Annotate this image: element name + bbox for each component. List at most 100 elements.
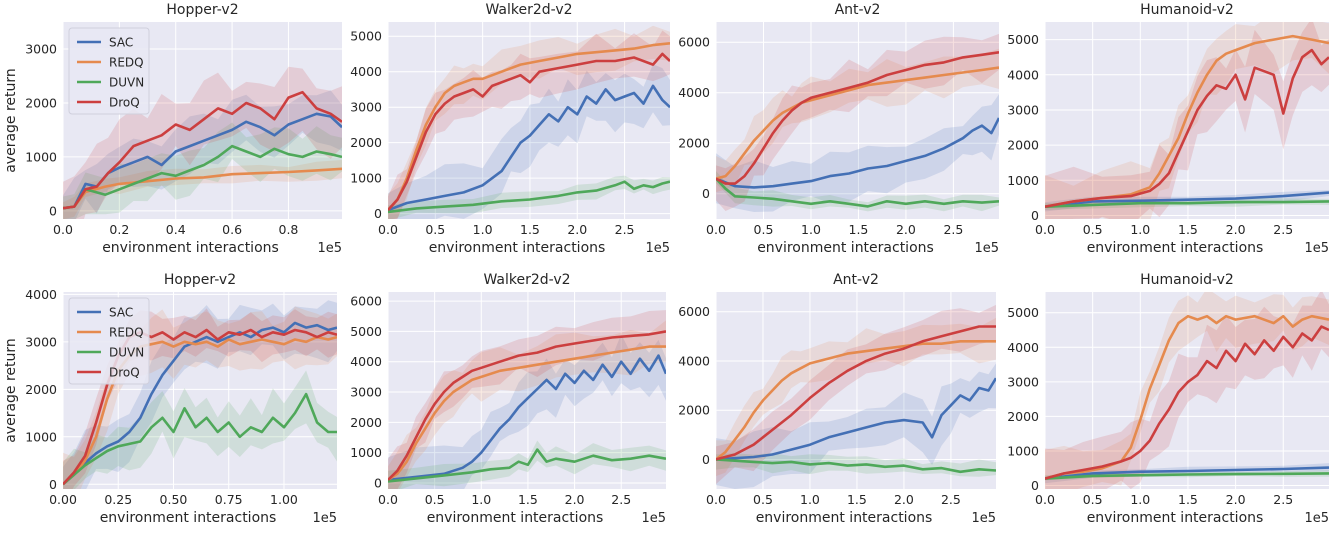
- x-tick-label: 1.5: [1178, 222, 1198, 237]
- chart-title: Hopper-v2: [164, 272, 236, 288]
- chart-title: Walker2d-v2: [485, 2, 572, 18]
- series-line-sac: [388, 354, 666, 482]
- series-line-duvn: [63, 392, 337, 486]
- x-tick-label: 2.0: [1226, 222, 1246, 237]
- band-sac: [716, 94, 999, 212]
- legend-label-redq: REDQ: [109, 326, 144, 340]
- series-line-sac: [716, 377, 996, 461]
- band-duvn: [63, 370, 337, 489]
- y-axis-label: average return: [3, 68, 19, 173]
- series-line-droq: [716, 325, 996, 461]
- chart-panel-1: 0.0 0.2 0.4 0.6 0.8 0 1000 2000 3000 Hopper-v2 env…: [3, 2, 342, 256]
- series-line-duvn: [388, 448, 666, 483]
- y-tick-label: 3000: [350, 100, 382, 115]
- x-tick-label: 1.5: [847, 492, 867, 507]
- x-scale-factor: 1e5: [1304, 241, 1329, 256]
- y-tick-label: 2000: [25, 382, 57, 397]
- series-line-duvn: [388, 180, 670, 214]
- x-tick-label: 0.5: [754, 222, 774, 237]
- x-tick-label: 2.5: [615, 222, 635, 237]
- x-scale-factor: 1e5: [312, 511, 337, 526]
- x-tick-label: 0.5: [753, 492, 773, 507]
- series-line-sac: [1045, 191, 1329, 208]
- band-redq: [1045, 22, 1329, 219]
- x-tick-label: 0.5: [425, 222, 445, 237]
- band-sac: [388, 64, 670, 219]
- x-tick-label: 0.0: [1035, 492, 1055, 507]
- chart-title: Walker2d-v2: [483, 272, 570, 288]
- x-tick-label: 0.5: [1083, 222, 1103, 237]
- chart-title: Hopper-v2: [166, 2, 238, 18]
- band-sac: [63, 90, 342, 219]
- legend-box: [68, 297, 150, 385]
- band-droq: [63, 66, 342, 219]
- legend-label-sac: SAC: [109, 36, 133, 50]
- x-axis-label: environment interactions: [429, 240, 606, 256]
- chart-panel-2: 0.0 0.5 1.0 1.5 2.0 2.5 0 1000 2000 3000 4000 5000 W…: [350, 2, 670, 256]
- x-scale-factor: 1e5: [641, 511, 666, 526]
- x-tick-label: 2.0: [567, 222, 587, 237]
- series-line-redq: [716, 66, 999, 180]
- x-tick-label: 0.00: [49, 492, 77, 507]
- legend-label-redq: REDQ: [109, 56, 144, 70]
- series-line-sac: [716, 117, 999, 189]
- y-tick-label: 2000: [25, 95, 57, 110]
- band-sac: [63, 300, 337, 489]
- band-sac: [1045, 463, 1329, 484]
- x-tick-label: 0.5: [425, 492, 445, 507]
- legend-label-droq: DroQ: [109, 366, 140, 380]
- chart-panel-6: 0.0 0.5 1.0 1.5 2.0 2.5 0 1000 2000 3000 4000 5000 6…: [350, 272, 666, 526]
- x-tick-label: 0.0: [378, 492, 398, 507]
- y-tick-label: 1000: [25, 149, 57, 164]
- x-tick-label: 0.0: [378, 222, 398, 237]
- y-tick-label: 5000: [350, 29, 382, 44]
- x-tick-label: 0.50: [160, 492, 188, 507]
- y-tick-label: 0: [1031, 478, 1039, 493]
- chart-panel-3: 0.0 0.5 1.0 1.5 2.0 2.5 0 2000 4000 6000 Ant-v2 env…: [678, 2, 999, 256]
- band-droq: [1045, 292, 1329, 489]
- y-tick-label: 6000: [678, 35, 710, 50]
- series-line-sac: [63, 321, 337, 486]
- band-duvn: [388, 175, 670, 219]
- y-tick-label: 0: [49, 477, 57, 492]
- band-redq: [63, 160, 342, 219]
- x-tick-label: 2.5: [611, 492, 631, 507]
- legend-box: [68, 27, 150, 115]
- series-line-droq: [388, 330, 666, 481]
- y-tick-label: 2000: [1007, 138, 1039, 153]
- series-line-redq: [716, 340, 996, 461]
- x-tick-label: 2.5: [941, 492, 961, 507]
- x-scale-factor: 1e5: [317, 241, 342, 256]
- chart-title: Ant-v2: [833, 272, 879, 288]
- y-tick-label: 1000: [1007, 443, 1039, 458]
- x-tick-label: 0.0: [706, 222, 726, 237]
- x-tick-label: 2.5: [1273, 222, 1293, 237]
- x-tick-label: 0.75: [215, 492, 243, 507]
- y-tick-label: 2000: [1007, 409, 1039, 424]
- series-line-droq: [63, 90, 342, 210]
- legend-label-droq: DroQ: [109, 96, 140, 110]
- x-tick-label: 1.5: [1178, 492, 1198, 507]
- x-tick-label: 2.0: [565, 492, 585, 507]
- band-sac: [716, 363, 996, 489]
- y-tick-label: 4000: [350, 64, 382, 79]
- x-axis-label: environment interactions: [1087, 240, 1264, 256]
- y-tick-label: 0: [702, 452, 710, 467]
- x-axis-label: environment interactions: [756, 510, 933, 526]
- x-axis-label: environment interactions: [102, 240, 279, 256]
- series-line-redq: [388, 42, 670, 211]
- y-tick-label: 4000: [1007, 340, 1039, 355]
- series-line-droq: [1045, 48, 1329, 208]
- y-tick-label: 1000: [1007, 173, 1039, 188]
- legend-label-sac: SAC: [109, 306, 133, 320]
- series-line-droq: [716, 51, 999, 185]
- series-line-redq: [388, 345, 666, 481]
- x-tick-label: 0.6: [222, 222, 242, 237]
- chart-panel-4: 0.0 0.5 1.0 1.5 2.0 2.5 0 1000 2000 3000 4000 5000 H…: [1007, 2, 1329, 256]
- series-line-droq: [1045, 325, 1329, 480]
- x-tick-label: 2.0: [1226, 492, 1246, 507]
- y-tick-label: 2000: [678, 403, 710, 418]
- x-tick-label: 2.0: [894, 492, 914, 507]
- x-tick-label: 1.0: [471, 492, 491, 507]
